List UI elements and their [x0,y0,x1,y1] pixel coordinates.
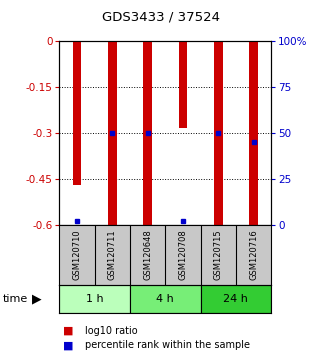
Bar [59,285,130,313]
Bar [249,41,258,225]
Bar [130,285,201,313]
Bar [214,41,223,225]
Text: GSM120716: GSM120716 [249,229,258,280]
Text: ■: ■ [63,340,73,350]
Text: GSM120711: GSM120711 [108,229,117,280]
Bar [73,41,82,185]
Text: GSM120715: GSM120715 [214,229,223,280]
Text: ▶: ▶ [32,293,42,306]
Text: percentile rank within the sample: percentile rank within the sample [85,340,250,350]
Text: 1 h: 1 h [86,294,103,304]
Text: GSM120648: GSM120648 [143,229,152,280]
Text: time: time [3,294,29,304]
Text: GSM120708: GSM120708 [178,229,187,280]
Text: 4 h: 4 h [156,294,174,304]
Bar [178,41,187,128]
Text: GSM120710: GSM120710 [73,229,82,280]
Text: log10 ratio: log10 ratio [85,326,138,336]
Bar [108,41,117,225]
Text: GDS3433 / 37524: GDS3433 / 37524 [101,10,220,23]
Bar [143,41,152,225]
Bar [201,285,271,313]
Text: ■: ■ [63,326,73,336]
Text: 24 h: 24 h [223,294,248,304]
